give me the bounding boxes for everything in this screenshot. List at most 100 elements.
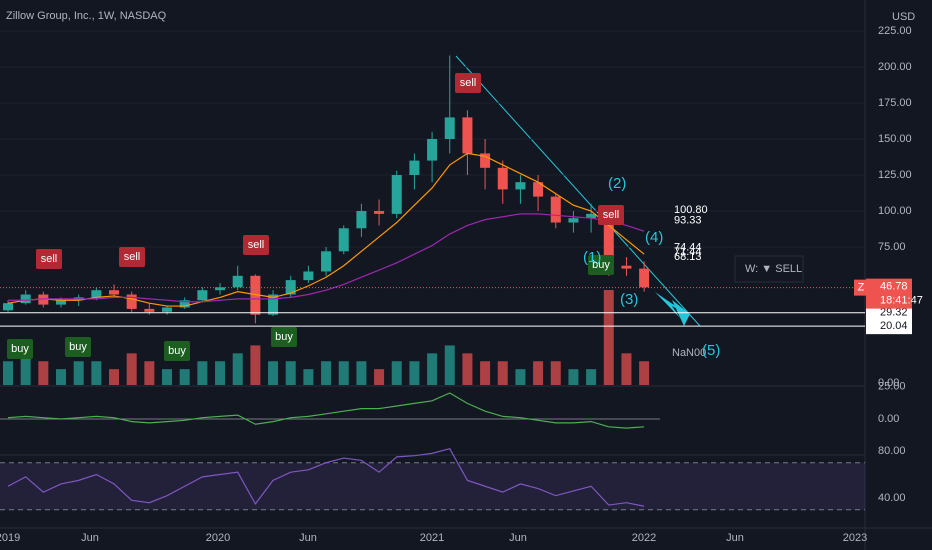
countdown-label: 18:41:47 xyxy=(880,295,923,307)
level-label: 68.13 xyxy=(674,251,702,263)
wave-label: (1) xyxy=(583,249,601,266)
sell-label: sell xyxy=(41,253,58,265)
time-label: Jun xyxy=(509,532,527,544)
buy-signal xyxy=(7,339,33,359)
buy-label: buy xyxy=(11,343,29,355)
candle-body xyxy=(639,268,650,288)
candle-body xyxy=(232,275,243,288)
sell-signal xyxy=(455,73,481,93)
volume-bar xyxy=(250,345,261,385)
volume-bar xyxy=(197,361,208,385)
strategy-label: W: ▼ SELL xyxy=(745,263,802,275)
arrow xyxy=(655,292,690,318)
volume-bar xyxy=(321,361,332,385)
candle-body xyxy=(621,265,632,269)
volume-bar xyxy=(533,361,544,385)
buy-label: buy xyxy=(592,259,610,271)
ma-line xyxy=(8,213,645,303)
candle-body xyxy=(321,251,332,272)
candle-body xyxy=(550,196,561,223)
buy-label: buy xyxy=(168,345,186,357)
candle-body xyxy=(497,167,508,190)
price-tick-label: 100.00 xyxy=(878,205,912,217)
symbol-tag xyxy=(854,279,868,296)
candle-body xyxy=(391,175,402,214)
candle-body xyxy=(374,211,385,214)
time-label: Jun xyxy=(81,532,99,544)
volume-bar xyxy=(268,361,279,385)
candle-body xyxy=(268,294,279,315)
volume-bar xyxy=(73,361,84,385)
candle-body xyxy=(20,294,31,304)
candle-body xyxy=(3,303,13,311)
time-label: 2022 xyxy=(632,532,656,544)
rsi-band xyxy=(0,463,865,510)
trendline xyxy=(455,55,701,327)
candle-body xyxy=(444,117,455,139)
volume-bar xyxy=(639,361,650,385)
buy-signal xyxy=(164,341,190,361)
candle-body xyxy=(356,211,367,229)
volume-bar xyxy=(285,361,296,385)
volume-tick-label: 0.00 xyxy=(878,377,899,389)
price-tick-label: 175.00 xyxy=(878,97,912,109)
price-tick-label: 225.00 xyxy=(878,25,912,37)
volume-bar xyxy=(20,353,31,385)
time-label: 2019 xyxy=(0,532,20,544)
volume-bar xyxy=(391,361,402,385)
last-price-label: 46.78 xyxy=(880,281,908,293)
price-tag xyxy=(866,304,912,321)
volume-bar xyxy=(303,369,314,385)
sell-signal xyxy=(598,205,624,225)
candle-body xyxy=(126,294,137,309)
candle-body xyxy=(480,153,491,168)
price-tick-label: 125.00 xyxy=(878,169,912,181)
last-price-tag xyxy=(866,278,912,309)
nan-label: NaN00 xyxy=(672,347,706,359)
volume-bar xyxy=(56,369,67,385)
rsi-tick-label: 40.00 xyxy=(878,492,906,504)
volume-bar xyxy=(621,353,632,385)
sell-label: sell xyxy=(460,77,477,89)
volume-bar xyxy=(603,290,614,385)
rsi-tick-label: 80.00 xyxy=(878,445,906,457)
volume-bar xyxy=(109,369,120,385)
volume-bar xyxy=(144,361,155,385)
volume-bar xyxy=(568,369,579,385)
candle-body xyxy=(338,228,349,252)
time-label: 2023 xyxy=(843,532,867,544)
candle-body xyxy=(533,182,544,197)
volume-bar xyxy=(374,369,385,385)
volume-bar xyxy=(338,361,349,385)
candle-body xyxy=(250,275,261,315)
title: Zillow Group, Inc., 1W, NASDAQ xyxy=(6,10,167,22)
candle-body xyxy=(409,160,420,175)
price-tag-label: 29.32 xyxy=(880,307,908,319)
candle-body xyxy=(568,218,579,223)
candle-body xyxy=(462,117,473,154)
sell-label: sell xyxy=(603,209,620,221)
volume-bar xyxy=(215,361,226,385)
volume-bar xyxy=(515,369,526,385)
volume-bar xyxy=(586,369,597,385)
volume-bar xyxy=(480,361,491,385)
volume-bar xyxy=(162,369,173,385)
volume-bar xyxy=(126,353,137,385)
candle-body xyxy=(215,287,226,291)
candle-body xyxy=(162,307,173,312)
volume-bar xyxy=(3,361,13,385)
strategy-box xyxy=(734,255,804,283)
volume-bar xyxy=(462,353,473,385)
candle-body xyxy=(144,308,155,312)
macd-tick-label: 25.00 xyxy=(878,380,906,392)
price-tag xyxy=(866,318,912,335)
macd-line xyxy=(7,392,645,429)
candle-body xyxy=(38,294,49,305)
volume-bar xyxy=(91,361,102,385)
candle-body xyxy=(285,280,296,295)
price-tick-label: 150.00 xyxy=(878,133,912,145)
time-label: 2021 xyxy=(420,532,444,544)
buy-signal xyxy=(588,255,614,275)
